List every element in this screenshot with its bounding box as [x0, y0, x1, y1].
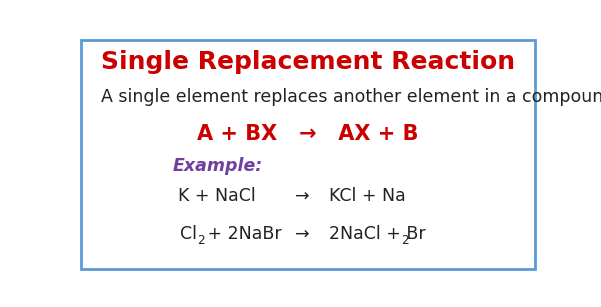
- Text: 2: 2: [401, 234, 409, 247]
- Text: Example:: Example:: [173, 157, 263, 175]
- Text: KCl + Na: KCl + Na: [329, 187, 406, 205]
- Text: 2NaCl + Br: 2NaCl + Br: [329, 225, 426, 243]
- Text: Single Replacement Reaction: Single Replacement Reaction: [101, 50, 515, 74]
- Text: →: →: [295, 187, 310, 205]
- Text: →: →: [295, 225, 310, 243]
- Text: 2: 2: [197, 234, 205, 247]
- Text: K + NaCl: K + NaCl: [178, 187, 256, 205]
- Text: + 2NaBr: + 2NaBr: [203, 225, 282, 243]
- Text: Cl: Cl: [180, 225, 197, 243]
- FancyBboxPatch shape: [81, 40, 535, 269]
- Text: A single element replaces another element in a compound.: A single element replaces another elemen…: [101, 88, 601, 106]
- Text: A + BX   →   AX + B: A + BX → AX + B: [197, 124, 419, 144]
